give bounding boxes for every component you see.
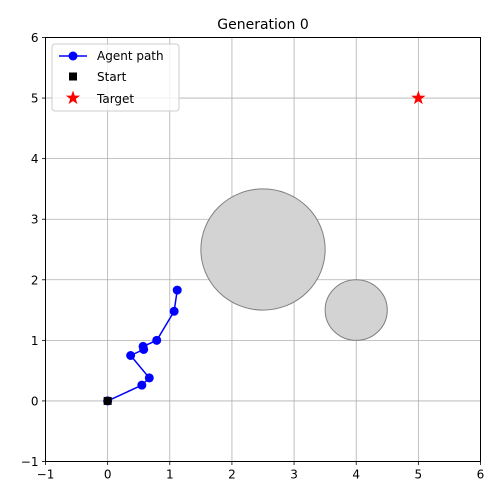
agent-path-point: [144, 373, 154, 383]
y-tick-label: 3: [31, 213, 39, 227]
y-tick-label: 6: [31, 31, 39, 45]
x-tick-label: 6: [477, 468, 485, 482]
legend-target-marker: [65, 90, 81, 105]
obstacle-circle: [324, 279, 388, 341]
x-tick-label: 0: [104, 468, 112, 482]
x-tick-label: 3: [290, 468, 298, 482]
legend-label-agent-path: Agent path: [97, 49, 164, 63]
legend-box: [51, 43, 180, 112]
y-tick-label: 1: [31, 334, 39, 348]
agent-path-point: [138, 341, 148, 351]
plot-frame: [45, 37, 481, 462]
y-tick-label: 2: [31, 273, 39, 287]
agent-path-point: [169, 306, 179, 316]
y-tick-label: 0: [31, 394, 39, 408]
start-marker: [103, 396, 112, 405]
y-tick-label: −1: [21, 455, 39, 469]
obstacle-circle: [200, 188, 326, 311]
legend-label-start: Start: [97, 70, 127, 84]
ticks: −1 0 1 2 3 4 5 6 −1 0 1 2 3 4 5 6: [21, 31, 485, 482]
chart-title: Generation 0: [217, 17, 308, 33]
y-tick-label: 4: [31, 152, 39, 166]
agent-path-point: [126, 351, 136, 360]
legend-label-target: Target: [96, 92, 134, 106]
legend-path-marker: [68, 51, 78, 61]
agent-path-point: [172, 285, 182, 295]
x-tick-label: 4: [352, 468, 360, 482]
x-tick-label: 5: [415, 468, 423, 482]
y-tick-label: 5: [31, 92, 39, 106]
agent-path-point: [137, 380, 147, 390]
x-tick-label: 1: [166, 468, 174, 482]
legend-start-marker: [69, 72, 77, 81]
obstacles: [200, 188, 388, 341]
series-layer: [103, 90, 426, 406]
legend: Agent path Start Target: [51, 43, 180, 112]
target-marker: [411, 90, 426, 105]
x-tick-label: −1: [37, 468, 55, 482]
agent-path-point: [152, 335, 162, 345]
x-tick-label: 2: [228, 468, 236, 482]
